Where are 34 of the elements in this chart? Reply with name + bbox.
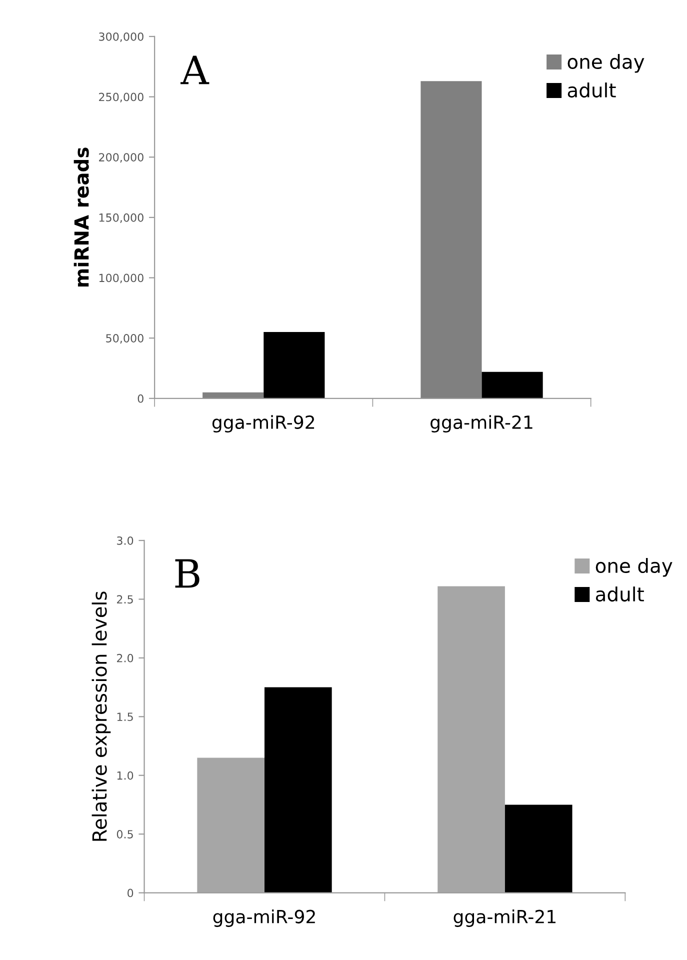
y-tick-label: 1.5	[117, 712, 133, 722]
legend-label: adult	[568, 82, 616, 98]
legend-label: one day	[568, 54, 644, 73]
bar	[202, 392, 264, 398]
x-tick-label: gga-miR-92	[212, 415, 314, 433]
y-tick-label: 1.0	[117, 771, 134, 780]
bar	[504, 804, 572, 893]
y-tick-label: 0	[128, 888, 134, 898]
y-tick-label: 3.0	[117, 536, 134, 545]
y-tick-label: 2.0	[116, 654, 134, 662]
y-tick-label: 0.5	[116, 830, 133, 838]
bar	[264, 687, 332, 893]
y-tick-label: 2.5	[116, 595, 133, 604]
y-axis-title: Relative expression levels	[92, 592, 111, 841]
y-tick-label: 250,000	[99, 92, 144, 102]
bar	[197, 758, 264, 893]
y-tick-label: 300,000	[99, 32, 144, 42]
y-tick-label: 50,000	[106, 334, 144, 344]
bar	[420, 81, 482, 398]
annotation: B	[175, 559, 200, 588]
bar	[482, 372, 543, 398]
x-tick-label: gga-miR-21	[454, 909, 556, 927]
bar	[438, 586, 505, 893]
legend-label: one day	[596, 558, 672, 577]
x-tick-label: gga-miR-21	[430, 415, 532, 433]
y-tick-label: 150,000	[99, 213, 144, 223]
legend-label: adult	[596, 586, 644, 602]
bar	[264, 332, 325, 398]
annotation: A	[180, 56, 210, 84]
y-axis-title: miRNA reads	[74, 148, 89, 287]
y-tick-label: 0	[138, 394, 144, 403]
x-tick-label: gga-miR-92	[213, 909, 315, 927]
y-tick-label: 200,000	[99, 153, 144, 163]
y-tick-label: 100,000	[99, 274, 144, 284]
